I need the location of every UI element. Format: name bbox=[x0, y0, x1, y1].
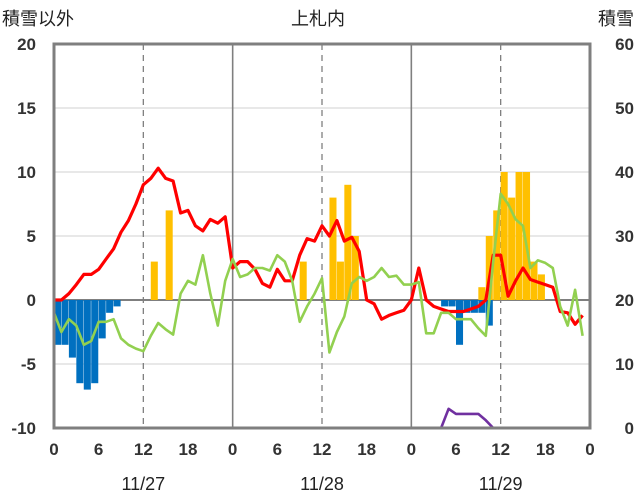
bar bbox=[336, 261, 344, 300]
x-tick-label: 12 bbox=[134, 440, 153, 459]
bar bbox=[508, 197, 516, 300]
bar bbox=[537, 274, 545, 300]
x-tick-label: 0 bbox=[49, 440, 58, 459]
bar bbox=[299, 261, 307, 300]
bar bbox=[485, 236, 493, 300]
bar bbox=[61, 300, 69, 345]
x-tick-label: 0 bbox=[407, 440, 416, 459]
right-tick-label: 20 bbox=[615, 291, 634, 310]
bar bbox=[329, 197, 337, 300]
right-tick-label: 40 bbox=[615, 163, 634, 182]
bar bbox=[523, 172, 531, 300]
date-label: 11/29 bbox=[479, 474, 523, 494]
left-tick-label: 5 bbox=[27, 227, 36, 246]
left-tick-label: 20 bbox=[17, 35, 36, 54]
bar bbox=[500, 172, 508, 300]
bar bbox=[441, 300, 449, 307]
left-axis-label: 積雪以外 bbox=[2, 9, 74, 30]
series-line bbox=[52, 192, 584, 354]
bar bbox=[165, 210, 173, 300]
left-tick-label: 10 bbox=[17, 163, 36, 182]
bar bbox=[150, 261, 158, 300]
bar bbox=[344, 184, 352, 300]
bar bbox=[463, 300, 471, 313]
x-tick-label: 6 bbox=[273, 440, 282, 459]
bar bbox=[456, 300, 464, 345]
bar bbox=[448, 300, 456, 307]
left-tick-label: 15 bbox=[17, 99, 36, 118]
x-tick-label: 6 bbox=[94, 440, 103, 459]
left-tick-label: -10 bbox=[11, 419, 36, 438]
bar bbox=[106, 300, 114, 313]
left-tick-label: -5 bbox=[21, 355, 36, 374]
plot-frame bbox=[52, 42, 592, 430]
left-tick-label: 0 bbox=[27, 291, 36, 310]
bar bbox=[113, 300, 121, 307]
bar bbox=[478, 287, 486, 300]
date-label: 11/28 bbox=[300, 474, 344, 494]
bar bbox=[76, 300, 84, 384]
bar bbox=[91, 300, 99, 384]
x-tick-label: 18 bbox=[357, 440, 376, 459]
right-tick-label: 60 bbox=[615, 35, 634, 54]
bar bbox=[68, 300, 76, 358]
x-tick-label: 12 bbox=[313, 440, 332, 459]
x-tick-label: 18 bbox=[179, 440, 198, 459]
right-tick-label: 50 bbox=[615, 99, 634, 118]
x-tick-label: 0 bbox=[585, 440, 594, 459]
right-axis-label: 積雪 bbox=[598, 9, 634, 30]
x-tick-label: 0 bbox=[228, 440, 237, 459]
x-tick-label: 6 bbox=[451, 440, 460, 459]
right-tick-label: 10 bbox=[615, 355, 634, 374]
bar bbox=[351, 236, 359, 300]
chart-title: 上札内 bbox=[291, 9, 345, 30]
series-line bbox=[54, 407, 590, 430]
x-tick-label: 18 bbox=[536, 440, 555, 459]
x-tick-label: 12 bbox=[491, 440, 510, 459]
date-label: 11/27 bbox=[121, 474, 165, 494]
bar bbox=[478, 300, 486, 313]
right-tick-label: 0 bbox=[625, 419, 634, 438]
bar bbox=[515, 172, 523, 300]
bar bbox=[83, 300, 91, 390]
right-tick-label: 30 bbox=[615, 227, 634, 246]
bar bbox=[98, 300, 106, 339]
